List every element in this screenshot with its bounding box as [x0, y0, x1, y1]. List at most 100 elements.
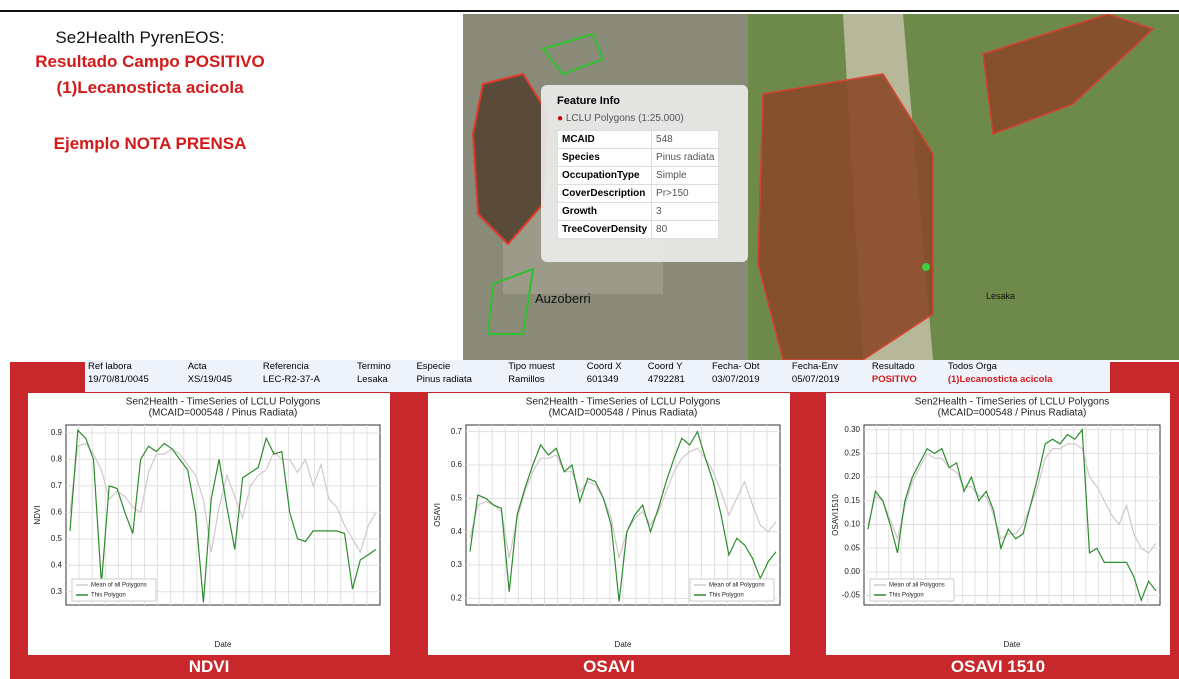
- feature-title: Feature Info: [557, 95, 620, 107]
- chart-title: Sen2Health - TimeSeries of LCLU Polygons: [526, 397, 721, 408]
- cell: 601349: [586, 374, 619, 385]
- header-cell: Coord X: [586, 361, 622, 372]
- legend-label: Mean of all Polygons: [709, 583, 765, 589]
- slide-title: Se2Health PyrenEOS:: [55, 28, 225, 47]
- feature-layer: ● LCLU Polygons (1:25.000): [557, 113, 684, 124]
- header-cell: Todos Orga: [947, 361, 997, 372]
- result-line: Resultado Campo POSITIVO: [35, 52, 265, 71]
- y-tick-label: 0.9: [51, 428, 63, 437]
- legend-label: This Polygon: [709, 593, 744, 599]
- chart: Sen2Health - TimeSeries of LCLU Polygons…: [428, 393, 790, 655]
- x-axis-label: Date: [1004, 640, 1021, 649]
- x-axis-label: Date: [215, 640, 232, 649]
- feature-row: Species Pinus radiata: [556, 148, 720, 167]
- cell: Lesaka: [357, 374, 388, 385]
- cell: LEC-R2-37-A: [262, 374, 320, 385]
- feature-value: 80: [651, 220, 720, 239]
- cell: Pinus radiata: [416, 374, 472, 385]
- y-tick-label: 0.3: [51, 587, 63, 596]
- feature-key: CoverDescription: [556, 184, 653, 203]
- place-label: Auzoberri: [535, 291, 591, 306]
- y-tick-label: 0.15: [844, 496, 860, 505]
- y-axis-label: OSAVI: [433, 503, 442, 527]
- header-cell: Resultado: [871, 361, 915, 372]
- polygon: [486, 267, 535, 335]
- header-row: Ref labora Acta Referencia Termino Especie Ti…: [85, 360, 1110, 373]
- header-cell: Ref labora: [88, 361, 132, 372]
- y-tick-label: 0.5: [51, 534, 63, 543]
- layer-name: LCLU Polygons (1:25.000): [565, 113, 684, 124]
- table: Ref labora Acta Referencia Termino Especie Ti…: [85, 360, 1110, 386]
- chart-caption: NDVI: [188, 657, 230, 676]
- chart: Sen2Health - TimeSeries of LCLU Polygons…: [28, 393, 390, 655]
- chart-subtitle: (MCAID=000548 / Pinus Radiata): [938, 408, 1087, 419]
- legend-label: Mean of all Polygons: [889, 583, 945, 589]
- chart-caption: OSAVI 1510: [950, 657, 1046, 676]
- chart-title: Sen2Health - TimeSeries of LCLU Polygons: [126, 397, 321, 408]
- feature-key: Growth: [556, 202, 653, 221]
- y-tick-label: 0.7: [51, 481, 63, 490]
- cell: 4792281: [647, 374, 685, 385]
- cell: 05/07/2019: [791, 374, 840, 385]
- y-tick-label: 0.05: [844, 543, 860, 552]
- chart-title: Sen2Health - TimeSeries of LCLU Polygons: [915, 397, 1110, 408]
- species-line: (1)Lecanosticta acicola: [56, 78, 244, 97]
- y-tick-label: 0.5: [451, 493, 463, 502]
- note-line: Ejemplo NOTA PRENSA: [53, 134, 247, 153]
- sample-point: [922, 263, 930, 271]
- cell: (1)Lecanosticta acicola: [947, 374, 1053, 385]
- cell: POSITIVO: [871, 374, 917, 385]
- header-cell: Referencia: [262, 361, 309, 372]
- feature-value: 3: [651, 202, 720, 221]
- feature-row: CoverDescription Pr>150: [556, 184, 720, 203]
- series-line: [469, 447, 777, 559]
- y-tick-label: 0.4: [451, 527, 463, 536]
- y-axis-label: OSAVI1510: [831, 494, 840, 536]
- series-line: [867, 428, 1157, 603]
- legend-label: This Polygon: [889, 593, 924, 599]
- legend-label: This Polygon: [91, 593, 126, 599]
- feature-key: OccupationType: [556, 166, 653, 185]
- cell: Ramillos: [508, 374, 545, 385]
- header-cell: Fecha-Env: [791, 361, 838, 372]
- polygon: [471, 72, 550, 246]
- legend-box: [689, 578, 775, 602]
- top-border: [0, 10, 1179, 12]
- chart-subtitle: (MCAID=000548 / Pinus Radiata): [549, 408, 698, 419]
- feature-key: MCAID: [556, 130, 653, 149]
- y-tick-label: 0.20: [844, 472, 860, 481]
- feature-row: Growth 3: [556, 202, 720, 221]
- header-cell: Tipo muest: [508, 361, 555, 372]
- place-label: Lesaka: [986, 291, 1015, 301]
- x-axis-label: Date: [615, 640, 632, 649]
- result-table: Ref labora Acta Referencia Termino Especie Ti…: [85, 360, 1110, 392]
- series-line: [69, 442, 377, 554]
- feature-value: Pr>150: [651, 184, 720, 203]
- feature-table: MCAID 548 Species Pinus radiata OccupationTy…: [556, 130, 720, 239]
- feature-row: OccupationType Simple: [556, 166, 720, 185]
- feature-key: TreeCoverDensity: [556, 220, 653, 239]
- polygon: [757, 73, 934, 360]
- y-tick-label: 0.30: [844, 425, 860, 434]
- polygon: [541, 32, 605, 76]
- cell: 03/07/2019: [711, 374, 760, 385]
- feature-row: MCAID 548: [556, 130, 720, 149]
- y-tick-label: 0.25: [844, 449, 860, 458]
- header-cell: Termino: [357, 361, 391, 372]
- feature-value: Simple: [651, 166, 720, 185]
- series-line: [469, 430, 777, 602]
- y-tick-label: 0.6: [451, 460, 463, 469]
- y-tick-label: 0.10: [844, 520, 860, 529]
- y-tick-label: -0.05: [842, 591, 861, 600]
- legend-box: [71, 578, 157, 602]
- y-tick-label: 0.6: [51, 507, 63, 516]
- chart-caption: OSAVI: [583, 657, 635, 676]
- header-cell: Especie: [416, 361, 451, 372]
- feature-value: Pinus radiata: [651, 148, 720, 167]
- feature-key: Species: [556, 148, 653, 167]
- chart-subtitle: (MCAID=000548 / Pinus Radiata): [149, 408, 298, 419]
- chart: Sen2Health - TimeSeries of LCLU Polygons…: [826, 393, 1170, 655]
- y-tick-label: 0.4: [51, 560, 63, 569]
- legend-box: [869, 578, 955, 602]
